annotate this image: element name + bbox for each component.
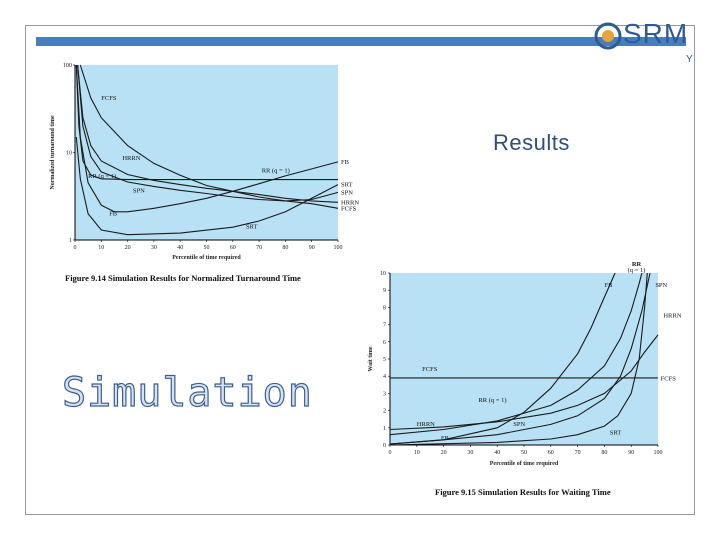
- y-tick-label-1: 100: [63, 63, 72, 69]
- caption-1: Figure 9.14 Simulation Results for Norma…: [65, 273, 301, 283]
- series-end-label-fcfs: FCFS: [661, 376, 677, 383]
- x-tick-label-1: 70: [256, 245, 262, 251]
- x-tick-label-1: 90: [309, 245, 315, 251]
- x-tick-label-2: 90: [628, 450, 634, 456]
- x-tick-label-2: 10: [414, 450, 420, 456]
- title-accent-bar: [36, 37, 686, 46]
- x-tick-label-2: 60: [548, 450, 554, 456]
- x-tick-label-2: 70: [575, 450, 581, 456]
- y-tick-label-2: 7: [383, 323, 386, 329]
- series-label-fb: FB: [441, 435, 450, 442]
- chart-waiting-time: 0 10 20 30 40 50 60 70 80 90 100 0 1 2 3 4 5 6 7 8 9 10 Percen…: [368, 261, 682, 497]
- y-tick-label-2: 2: [383, 409, 386, 415]
- x-tick-label-1: 30: [151, 245, 157, 251]
- x-tick-label-1: 80: [282, 245, 288, 251]
- y-axis-label-2: Wait time: [368, 346, 374, 371]
- series-line-srt: [75, 137, 339, 236]
- series-line-srt: [389, 272, 648, 446]
- series-end-label-hrrn: HRRN: [663, 313, 681, 320]
- series-end-label-spn: SPN: [341, 189, 353, 196]
- logo-subtext: Y: [686, 54, 693, 65]
- plot-area-2: [390, 273, 658, 445]
- x-tick-label-2: 40: [494, 450, 500, 456]
- y-tick-label-2: 0: [383, 443, 386, 449]
- y-tick-label-2: 5: [383, 357, 386, 363]
- series-line-rr-q-1: [389, 272, 643, 436]
- y-tick-label-1: 10: [66, 151, 72, 157]
- y-tick-label-2: 10: [380, 271, 386, 277]
- y-tick-label-2: 8: [383, 305, 386, 311]
- series-label-hrrn: HRRN: [417, 421, 435, 428]
- series-end-label-hrrn: HRRN: [341, 199, 359, 206]
- series-line-spn: [77, 64, 339, 202]
- series-label-srt: SRT: [246, 224, 258, 231]
- x-tick-label-1: 50: [204, 245, 210, 251]
- x-tick-label-2: 50: [521, 450, 527, 456]
- x-tick-label-2: 20: [441, 450, 447, 456]
- series-label-fcfs: FCFS: [422, 366, 438, 373]
- series-label-rr-q-1: RR (q = 1): [88, 173, 116, 180]
- x-tick-label-1: 10: [98, 245, 104, 251]
- x-tick-label-1: 20: [125, 245, 131, 251]
- series-label-rr-q-1: RR (q = 1): [478, 397, 506, 404]
- y-tick-label-2: 6: [383, 340, 386, 346]
- x-tick-label-1: 40: [177, 245, 183, 251]
- y-tick-label-2: 3: [383, 391, 386, 397]
- logo-emblem-icon: [594, 22, 622, 50]
- series-label-spn: SPN: [513, 421, 525, 428]
- x-tick-label-2: 0: [389, 450, 392, 456]
- rr-top-q-label: (q = 1): [628, 267, 646, 274]
- simulation-label: Simulation: [61, 369, 313, 416]
- x-tick-label-2: 30: [467, 450, 473, 456]
- y-tick-label-2: 9: [383, 288, 386, 294]
- series-line-hrrn: [77, 64, 339, 203]
- series-label-rr-alt: RR (q = 1): [262, 168, 290, 175]
- series-line-hrrn: [389, 334, 659, 431]
- x-tick-label-2: 100: [654, 450, 663, 456]
- slide-frame: [25, 25, 695, 515]
- x-axis-label-1: Percentile of time required: [172, 255, 241, 261]
- series-line-spn: [389, 272, 651, 445]
- series-line-fcfs: [79, 64, 339, 209]
- x-tick-label-1: 0: [74, 245, 77, 251]
- caption-2: Figure 9.15 Simulation Results for Waiti…: [435, 487, 611, 497]
- logo-text: SRM: [623, 18, 689, 49]
- series-line-fb: [75, 64, 339, 213]
- x-tick-label-2: 80: [601, 450, 607, 456]
- series-end-label-fb: FB: [341, 159, 350, 166]
- series-label-hrrn: HRRN: [122, 155, 140, 162]
- x-axis-label-2: Percentile of time required: [490, 461, 559, 467]
- series-end-label-spn: SPN: [655, 282, 667, 289]
- plot-area-1: [75, 65, 338, 240]
- series-end-label-srt: SRT: [341, 182, 353, 189]
- series-label-fb: FB: [109, 211, 118, 218]
- y-tick-label-2: 1: [383, 426, 386, 432]
- results-label: Results: [493, 130, 570, 155]
- x-tick-label-1: 60: [230, 245, 236, 251]
- series-label-fcfs: FCFS: [101, 95, 117, 102]
- rr-top-label: RR: [632, 261, 642, 268]
- series-line-fb: [389, 272, 616, 445]
- y-axis-label-1: Normalized turnaround time: [50, 115, 56, 190]
- y-tick-label-2: 4: [383, 374, 386, 380]
- series-end-label-fb: FB: [604, 282, 613, 289]
- series-label-srt: SRT: [610, 430, 622, 437]
- x-tick-label-1: 100: [334, 245, 343, 251]
- series-end-label-fcfs: FCFS: [341, 205, 357, 212]
- y-tick-label-1: 1: [69, 238, 72, 244]
- series-label-spn: SPN: [133, 187, 145, 194]
